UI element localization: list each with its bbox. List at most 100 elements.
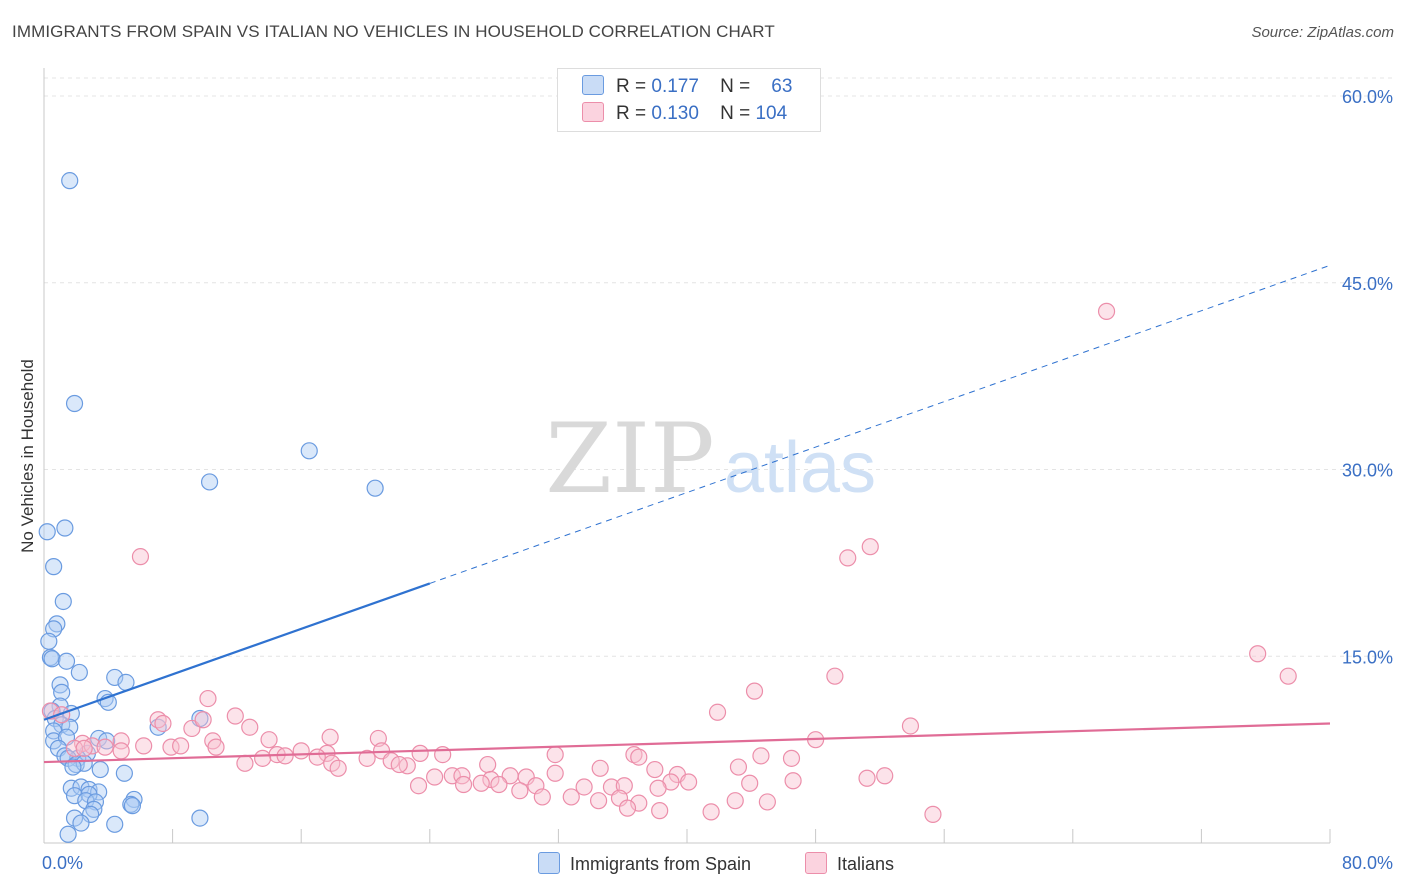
legend-r-label: R = xyxy=(616,103,647,124)
data-point xyxy=(618,799,637,817)
bottom-legend-spain[interactable]: Immigrants from Spain xyxy=(538,852,751,875)
data-point xyxy=(876,767,894,785)
data-point xyxy=(390,755,408,774)
data-point xyxy=(741,774,759,792)
data-point xyxy=(292,742,310,760)
data-point xyxy=(490,775,508,794)
data-point xyxy=(135,737,153,755)
legend-r-value: 0.130 xyxy=(651,103,699,124)
data-point xyxy=(625,746,643,764)
data-point xyxy=(123,797,142,815)
legend-r-label: R = xyxy=(616,76,647,97)
data-point xyxy=(199,689,217,708)
data-point xyxy=(1097,302,1116,320)
data-point xyxy=(154,714,172,733)
data-point xyxy=(826,667,844,685)
trend-line-solid xyxy=(43,722,1331,764)
data-point xyxy=(191,809,209,827)
data-point xyxy=(533,788,551,806)
legend-row-spain: R = 0.177 N = 63 xyxy=(582,75,792,99)
data-point xyxy=(453,767,471,785)
data-point xyxy=(839,549,857,567)
data-point xyxy=(38,523,56,541)
legend-n-label: N = xyxy=(720,76,751,97)
data-point xyxy=(112,742,130,760)
data-point xyxy=(546,764,564,782)
tick-labels: 60.0% 45.0% 30.0% 15.0% 0.0% 80.0% xyxy=(42,87,1393,873)
data-point xyxy=(112,732,130,750)
trend-line-solid xyxy=(43,582,431,721)
y-tick-label: 30.0% xyxy=(1342,461,1393,481)
data-point xyxy=(630,794,648,812)
data-point xyxy=(729,758,748,776)
data-point xyxy=(85,800,103,818)
data-point xyxy=(409,777,428,795)
data-point xyxy=(64,758,82,776)
data-point xyxy=(226,707,244,725)
data-point xyxy=(752,747,770,765)
data-point xyxy=(59,825,77,843)
trend-lines xyxy=(43,264,1331,764)
data-point xyxy=(96,738,114,756)
data-point xyxy=(207,738,225,756)
data-point xyxy=(45,558,63,576)
data-point xyxy=(75,754,93,772)
legend-n-value: 63 xyxy=(771,76,793,97)
data-point xyxy=(782,749,801,767)
data-point xyxy=(65,787,84,805)
data-point xyxy=(53,683,71,701)
data-point xyxy=(75,739,93,757)
data-point xyxy=(591,759,609,777)
data-point xyxy=(82,805,100,823)
data-point xyxy=(56,519,74,537)
data-point xyxy=(72,814,90,832)
data-point xyxy=(546,746,564,764)
data-point xyxy=(61,172,79,190)
trend-line-dashed xyxy=(429,264,1331,584)
data-point xyxy=(426,768,444,786)
bottom-legend-swatch-spain xyxy=(538,852,560,874)
data-point xyxy=(651,802,669,820)
bottom-legend-swatch-italians xyxy=(805,852,827,874)
data-point xyxy=(61,718,79,736)
data-point xyxy=(329,759,347,777)
data-point xyxy=(472,774,490,792)
legend-swatch-spain xyxy=(582,75,604,95)
data-point xyxy=(183,719,201,738)
data-point xyxy=(382,752,400,770)
data-point xyxy=(254,749,272,767)
watermark: ZIP atlas xyxy=(545,403,876,515)
data-point xyxy=(90,783,108,801)
points-italians xyxy=(41,302,1297,823)
data-point xyxy=(858,769,876,787)
data-point xyxy=(40,632,58,650)
data-point xyxy=(308,748,326,766)
data-point xyxy=(479,755,497,774)
data-point xyxy=(861,538,879,556)
chart-title: IMMIGRANTS FROM SPAIN VS ITALIAN NO VEHI… xyxy=(12,22,775,41)
data-point xyxy=(575,778,593,796)
data-point xyxy=(70,663,88,682)
data-point xyxy=(53,706,71,724)
data-point xyxy=(65,394,84,413)
data-point xyxy=(589,792,608,810)
data-point xyxy=(1249,645,1267,663)
data-point xyxy=(91,760,109,779)
data-point xyxy=(236,754,254,772)
data-point xyxy=(172,737,190,755)
legend-n-label: N = xyxy=(720,103,751,124)
data-point xyxy=(708,703,727,721)
data-point xyxy=(366,479,384,497)
correlation-legend: R = 0.177 N = 63 R = 0.130 N = 104 xyxy=(557,68,821,132)
watermark-atlas: atlas xyxy=(724,428,876,508)
data-point xyxy=(454,775,473,794)
data-point xyxy=(702,803,720,821)
data-point xyxy=(131,548,150,566)
data-point xyxy=(260,731,278,749)
bottom-legend-italians[interactable]: Italians xyxy=(805,852,894,875)
data-point xyxy=(43,650,61,668)
legend-swatch-italians xyxy=(582,102,604,122)
data-point xyxy=(646,760,664,779)
data-point xyxy=(57,652,76,670)
